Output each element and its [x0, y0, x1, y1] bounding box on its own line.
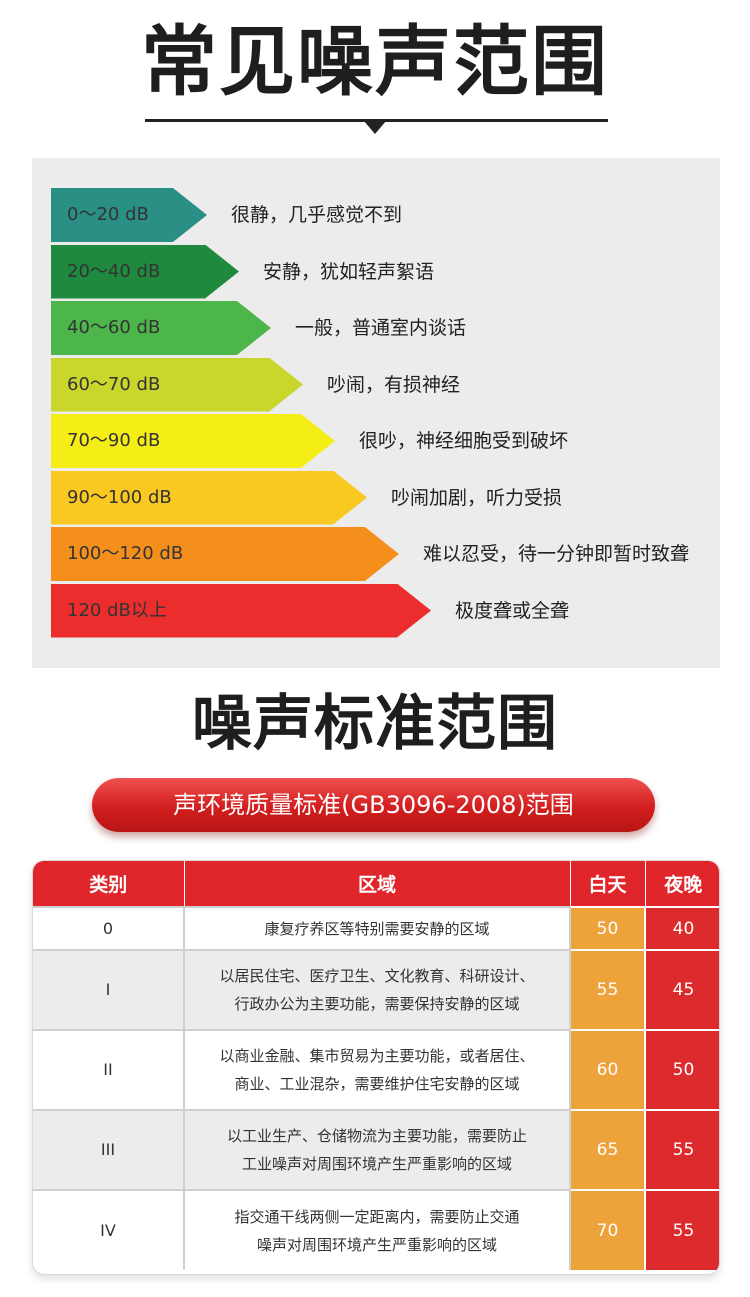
cell-category: II [33, 1029, 185, 1110]
table-row: II 以商业金融、集市贸易为主要功能，或者居住、 商业、工业混杂，需要维护住宅安静的… [33, 1029, 719, 1110]
noise-level-description: 很吵，神经细胞受到破坏 [359, 430, 569, 452]
header-night: 夜晚 [645, 861, 719, 907]
page-title: 常见噪声范围 [141, 17, 609, 106]
noise-level-row: 20～40 dB 安静，犹如轻声絮语 [51, 245, 711, 299]
noise-level-range: 70～90 dB [67, 430, 161, 451]
noise-level-range: 120 dB以上 [67, 599, 167, 621]
noise-level-range: 40～60 dB [67, 317, 161, 338]
noise-level-arrow: 100～120 dB [51, 527, 399, 581]
cell-day-limit: 60 [570, 1029, 646, 1110]
cell-area: 以商业金融、集市贸易为主要功能，或者居住、 商业、工业混杂，需要维护住宅安静的区域 [184, 1029, 571, 1110]
cell-night-limit: 40 [645, 906, 719, 950]
noise-level-arrow: 20～40 dB [51, 245, 239, 299]
noise-level-arrow: 40～60 dB [51, 301, 271, 355]
cell-day-limit: 55 [570, 949, 646, 1030]
header-category: 类别 [33, 861, 185, 907]
cell-day-limit: 65 [570, 1109, 646, 1190]
cell-day-limit: 70 [570, 1189, 646, 1270]
noise-level-row: 0～20 dB 很静，几乎感觉不到 [51, 188, 711, 242]
noise-level-description: 安静，犹如轻声絮语 [263, 260, 435, 283]
noise-level-arrow: 60～70 dB [51, 358, 303, 412]
noise-level-arrow: 70～90 dB [51, 414, 335, 468]
noise-level-arrow: 0～20 dB [51, 188, 207, 242]
noise-level-row: 40～60 dB 一般，普通室内谈话 [51, 301, 711, 355]
noise-level-range: 60～70 dB [67, 373, 161, 395]
title-pointer [364, 121, 386, 134]
cell-area-line: 指交通干线两侧一定距离内，需要防止交通 [234, 1207, 520, 1226]
cell-area-line: 以居民住宅、医疗卫生、文化教育、科研设计、 [219, 967, 535, 985]
noise-level-description: 极度聋或全聋 [455, 599, 570, 622]
cell-area-line: 工业噪声对周围环境产生严重影响的区域 [241, 1155, 512, 1173]
noise-level-row: 60～70 dB 吵闹，有损神经 [51, 358, 711, 412]
cell-area-line: 商业、工业混杂，需要维护住宅安静的区域 [234, 1075, 520, 1093]
table-row: IV 指交通干线两侧一定距离内，需要防止交通 噪声对周围环境产生严重影响的区域 70 5… [33, 1189, 719, 1270]
cell-day-limit: 50 [570, 906, 646, 950]
noise-level-description: 难以忍受，待一分钟即暂时致聋 [423, 543, 690, 565]
noise-level-description: 吵闹加剧，听力受损 [391, 486, 563, 509]
noise-level-range: 0～20 dB [67, 204, 149, 225]
standard-banner: 声环境质量标准(GB3096-2008)范围 [92, 778, 655, 832]
cell-area-line: 以商业金融、集市贸易为主要功能，或者居住、 [219, 1047, 535, 1065]
noise-level-description: 很静，几乎感觉不到 [231, 204, 403, 226]
cell-area-line: 噪声对周围环境产生严重影响的区域 [256, 1235, 497, 1254]
standard-banner-text: 声环境质量标准(GB3096-2008)范围 [173, 791, 574, 819]
noise-level-row: 100～120 dB 难以忍受，待一分钟即暂时致聋 [51, 527, 711, 581]
cell-area-line: 以工业生产、仓储物流为主要功能，需要防止 [226, 1127, 527, 1145]
cell-night-limit: 50 [645, 1029, 719, 1110]
noise-level-description: 一般，普通室内谈话 [295, 317, 467, 339]
cell-area: 以居民住宅、医疗卫生、文化教育、科研设计、 行政办公为主要功能，需要保持安静的区域 [184, 949, 571, 1030]
cell-night-limit: 45 [645, 949, 719, 1030]
table-row: 0 康复疗养区等特别需要安静的区域 50 40 [33, 906, 719, 950]
cell-area: 指交通干线两侧一定距离内，需要防止交通 噪声对周围环境产生严重影响的区域 [184, 1189, 571, 1270]
noise-level-arrow: 90～100 dB [51, 471, 367, 525]
table-body: 0 康复疗养区等特别需要安静的区域 50 40 I 以居民住宅、医疗卫生、文化教育、科研设… [33, 906, 719, 1270]
noise-level-arrow: 120 dB以上 [51, 584, 431, 638]
noise-level-row: 70～90 dB 很吵，神经细胞受到破坏 [51, 414, 711, 468]
cell-area: 以工业生产、仓储物流为主要功能，需要防止 工业噪声对周围环境产生严重影响的区域 [184, 1109, 571, 1190]
noise-level-range: 20～40 dB [67, 260, 161, 282]
table-header-row: 类别 区域 白天 夜晚 [33, 861, 719, 907]
noise-level-range: 90～100 dB [67, 486, 172, 508]
noise-level-description: 吵闹，有损神经 [327, 373, 461, 396]
cell-area-line: 康复疗养区等特别需要安静的区域 [264, 919, 490, 938]
cell-area-line: 行政办公为主要功能，需要保持安静的区域 [234, 995, 520, 1013]
cell-night-limit: 55 [645, 1109, 719, 1190]
cell-category: III [33, 1109, 185, 1190]
header-area: 区域 [184, 861, 571, 907]
cell-area: 康复疗养区等特别需要安静的区域 [184, 906, 571, 950]
cell-night-limit: 55 [645, 1189, 719, 1270]
noise-level-range: 100～120 dB [67, 543, 184, 564]
cell-category: I [33, 949, 185, 1030]
title-underline [145, 119, 608, 122]
cell-category: 0 [33, 906, 185, 950]
table-row: I 以居民住宅、医疗卫生、文化教育、科研设计、 行政办公为主要功能，需要保持安静的区… [33, 949, 719, 1030]
standard-table: 类别 区域 白天 夜晚 0 康复疗养区等特别需要安静的区域 50 40 I 以居民住宅、医… [32, 860, 720, 1275]
noise-levels-panel: 0～20 dB 很静，几乎感觉不到 20～40 dB 安静，犹如轻声絮语 40～60 d… [32, 158, 720, 668]
table-row: III 以工业生产、仓储物流为主要功能，需要防止 工业噪声对周围环境产生严重影响的区… [33, 1109, 719, 1190]
header-day: 白天 [570, 861, 646, 907]
noise-level-row: 120 dB以上 极度聋或全聋 [51, 584, 711, 638]
cell-category: IV [33, 1189, 185, 1270]
noise-level-row: 90～100 dB 吵闹加剧，听力受损 [51, 471, 711, 525]
section-title: 噪声标准范围 [192, 689, 558, 759]
